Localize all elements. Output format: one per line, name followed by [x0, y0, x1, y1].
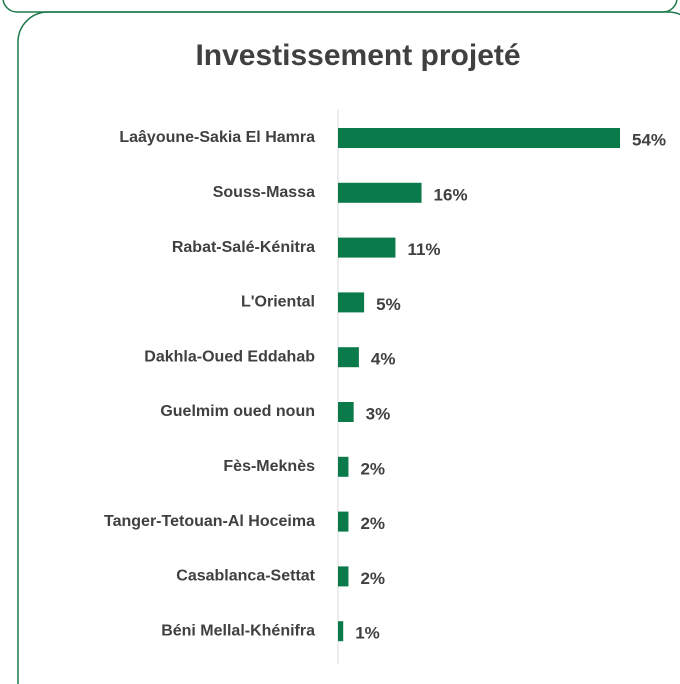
value-label: 16% [434, 185, 468, 204]
value-label: 4% [371, 350, 396, 369]
value-label: 11% [407, 240, 440, 259]
category-label: Dakhla-Oued Eddahab [144, 348, 315, 365]
value-label: 2% [360, 569, 385, 588]
panel [17, 11, 680, 684]
category-label: Fès-Meknès [223, 458, 315, 475]
bar [338, 456, 349, 477]
category-label: Rabat-Salé-Kénitra [172, 239, 315, 256]
category-label: Souss-Massa [213, 184, 315, 201]
category-label: Béni Mellal-Khénifra [161, 622, 315, 639]
category-label: Laâyoune-Sakia El Hamra [119, 129, 315, 146]
value-label: 1% [355, 624, 380, 643]
chart-title: Investissement projeté [195, 39, 520, 72]
bar [338, 182, 422, 203]
category-label: Tanger-Tetouan-Al Hoceima [104, 513, 315, 530]
category-label: Casablanca-Settat [176, 568, 315, 585]
bar [338, 347, 359, 368]
bar [338, 128, 620, 148]
previous-panel [2, 0, 678, 13]
value-label: 54% [632, 130, 666, 149]
bar [338, 621, 344, 642]
bar [338, 566, 349, 587]
category-label: L'Oriental [241, 294, 315, 311]
value-label: 5% [376, 295, 401, 314]
bar [338, 292, 365, 313]
category-label: Guelmim oued noun [160, 403, 315, 420]
value-label: 3% [366, 404, 391, 423]
bar [338, 402, 354, 422]
bar [338, 511, 349, 532]
value-label: 2% [360, 459, 385, 478]
bar [338, 237, 396, 258]
value-label: 2% [360, 514, 385, 533]
